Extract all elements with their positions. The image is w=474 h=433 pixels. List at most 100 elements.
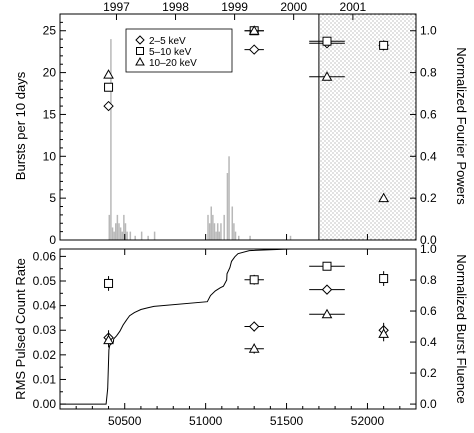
top-left-ytick-label: 20 [43,66,57,80]
histogram-bar [208,223,211,240]
top-left-ylabel: Bursts per 10 days [13,71,28,180]
histogram-bar [289,235,292,240]
histogram-bar [121,231,123,240]
histogram-bar [212,214,214,240]
histogram-bar [226,173,229,240]
shaded-region [318,14,416,240]
histogram-bar [113,231,115,240]
burst-histogram [108,39,292,240]
histogram-bar [249,235,251,240]
bottom-xtick-label: 50500 [108,414,142,428]
legend-label-2: 5–10 keV [149,47,192,58]
legend-label-3: 10–20 keV [149,58,197,69]
bottom-left-ytick-label: 0.03 [33,323,57,337]
histogram-bar [108,214,111,240]
year-tick-label: 1997 [103,0,130,14]
histogram-bar [153,231,156,240]
triangle-marker [103,334,114,345]
bottom-right-ytick-label: 0.6 [420,304,437,318]
histogram-bar [123,214,125,240]
histogram-bar [215,231,217,240]
square-marker [104,82,114,92]
bottom-left-ytick-label: 0.00 [33,397,57,411]
bottom-right-ytick-label: 0.2 [420,366,437,380]
legend-label-1: 2–5 keV [149,36,186,47]
year-tick-label: 2000 [280,0,307,14]
top-left-ytick-label: 5 [49,191,56,205]
top-right-ytick-label: 0.4 [420,149,437,163]
square-marker [322,36,332,46]
histogram-bar [124,223,127,240]
top-left-ytick-label: 15 [43,107,57,121]
pulsed-rate-points [103,261,389,354]
square-marker [322,261,332,271]
histogram-bar [147,235,149,240]
fluence-curve [60,248,416,405]
histogram-bar [223,214,225,240]
bottom-left-ytick-label: 0.01 [33,372,57,386]
histogram-bar [231,206,234,240]
bottom-left-ytick-label: 0.05 [33,274,57,288]
bottom-left-ylabel: RMS Pulsed Count Rate [13,258,28,400]
histogram-bar [129,231,132,240]
bottom-xtick-label: 51500 [270,414,304,428]
legend-entry-1: 2–5 keV [135,35,186,47]
bottom-axes-frame [59,248,417,410]
bottom-axes: 0.00 0.01 0.02 0.03 0.04 0.05 0.06 0.0 0.2 0.4 0.6… [33,242,437,428]
top-axes-frame [59,13,417,241]
triangle-marker [103,69,114,79]
legend: 2–5 keV 5–10 keV 10–20 keV [125,28,233,73]
bottom-left-ytick-label: 0.04 [33,299,57,313]
top-right-ytick-label: 1.0 [420,24,437,38]
square-icon [136,47,144,55]
top-right-ytick-label: 0.2 [420,191,437,205]
square-marker [249,275,259,285]
legend-entry-2: 5–10 keV [136,47,192,58]
histogram-bar [118,223,120,240]
histogram-bar [233,223,235,240]
triangle-marker [248,25,260,35]
histogram-bar [220,223,222,240]
top-right-ylabel: Normalized Fourier Powers [454,47,469,205]
diamond-icon [135,35,145,45]
histogram-bar [213,223,216,240]
square-marker [379,40,389,50]
bottom-left-ytick-label: 0.06 [33,249,57,263]
histogram-bar [210,206,212,240]
bottom-right-ytick-label: 1.0 [420,242,437,256]
bottom-left-ytick-label: 0.02 [33,348,57,362]
top-left-ytick-label: 25 [43,24,57,38]
bottom-panel: 0.00 0.01 0.02 0.03 0.04 0.05 0.06 0.0 0.2 0.4 0.6… [13,242,469,428]
triangle-marker [321,308,333,319]
legend-entry-3: 10–20 keV [135,56,197,69]
histogram-bar [119,227,122,240]
histogram-bar [116,214,119,240]
top-axes: 0 5 10 15 20 25 0.0 0.2 0.4 0.6 0.8 1.0 1997 1998 1999… [43,0,437,247]
year-tick-label: 1998 [162,0,189,14]
fourier-power-points [103,25,389,203]
histogram-bar [228,156,230,240]
diamond-marker [248,44,260,55]
histogram-bar [216,223,219,240]
bottom-right-ytick-label: 0.8 [420,273,437,287]
bottom-right-ylabel: Normalized Burst Fluence [454,254,469,404]
top-left-ytick-label: 0 [49,233,56,247]
bottom-right-ytick-label: 0.0 [420,397,437,411]
histogram-bar [234,231,237,240]
top-right-ytick-label: 0.0 [420,233,437,247]
triangle-marker [378,192,389,203]
histogram-bar [207,214,209,240]
histogram-bar [111,227,114,240]
top-panel: 0 5 10 15 20 25 0.0 0.2 0.4 0.6 0.8 1.0 1997 1998 1999… [13,0,469,247]
diamond-marker [103,100,114,112]
bottom-xtick-label: 51000 [189,414,223,428]
year-tick-label: 2001 [340,0,367,14]
histogram-bar [134,235,136,240]
triangle-icon [135,56,145,66]
histogram-bar [140,231,143,240]
year-tick-label: 1999 [221,0,248,14]
triangle-marker [321,71,333,81]
histogram-bar [238,235,240,240]
square-marker [104,278,114,288]
